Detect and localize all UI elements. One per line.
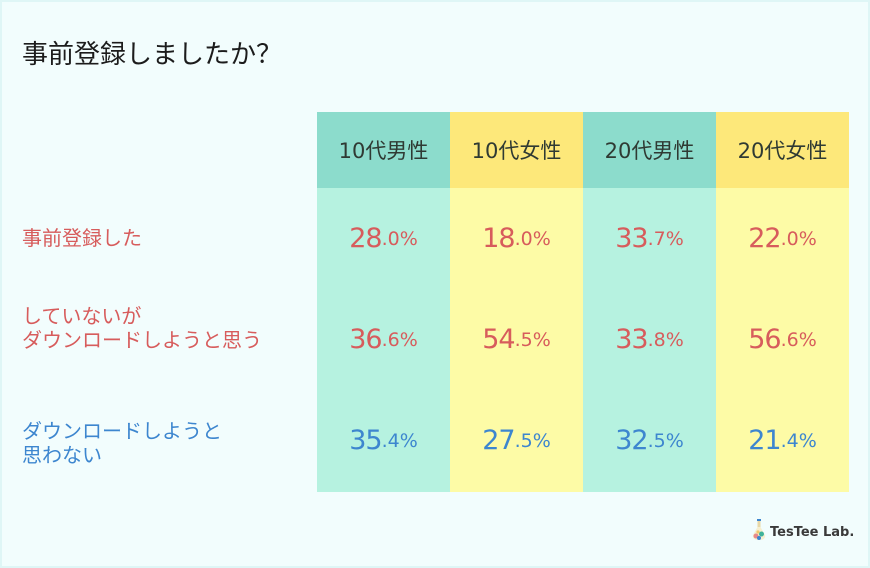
testee-lab-logo: TesTee Lab. [752, 519, 854, 545]
column-20s-female: 20代女性 22.0% 56.6% 21.4% [716, 112, 849, 492]
value-cell: 33.7% [615, 223, 684, 254]
row-label-line: 思わない [22, 443, 102, 467]
row-label-wont-download: ダウンロードしようと 思わない [22, 419, 222, 467]
value-cell: 21.4% [748, 425, 817, 456]
column-header: 10代男性 [317, 112, 450, 188]
row-label-line: していないが [22, 304, 142, 328]
value-cell: 56.6% [748, 324, 817, 355]
value-cell: 36.6% [349, 324, 418, 355]
row-label-line: 事前登録した [22, 226, 142, 250]
column-10s-female: 10代女性 18.0% 54.5% 27.5% [450, 112, 583, 492]
value-cell: 27.5% [482, 425, 551, 456]
column-20s-male: 20代男性 33.7% 33.8% 32.5% [583, 112, 716, 492]
row-label-registered: 事前登録した [22, 226, 142, 250]
value-cell: 33.8% [615, 324, 684, 355]
flask-icon [752, 519, 766, 545]
logo-text: TesTee Lab. [770, 524, 855, 540]
value-cell: 54.5% [482, 324, 551, 355]
column-header: 20代女性 [716, 112, 849, 188]
value-cell: 28.0% [349, 223, 418, 254]
row-label-line: ダウンロードしようと [22, 419, 222, 443]
value-cell: 18.0% [482, 223, 551, 254]
row-label-will-download: していないが ダウンロードしようと思う [22, 304, 262, 352]
column-10s-male: 10代男性 28.0% 36.6% 35.4% [317, 112, 450, 492]
value-cell: 32.5% [615, 425, 684, 456]
column-header: 20代男性 [583, 112, 716, 188]
value-cell: 35.4% [349, 425, 418, 456]
page-title: 事前登録しましたか？ [22, 40, 283, 70]
column-header: 10代女性 [450, 112, 583, 188]
row-label-line: ダウンロードしようと思う [22, 328, 262, 352]
value-cell: 22.0% [748, 223, 817, 254]
